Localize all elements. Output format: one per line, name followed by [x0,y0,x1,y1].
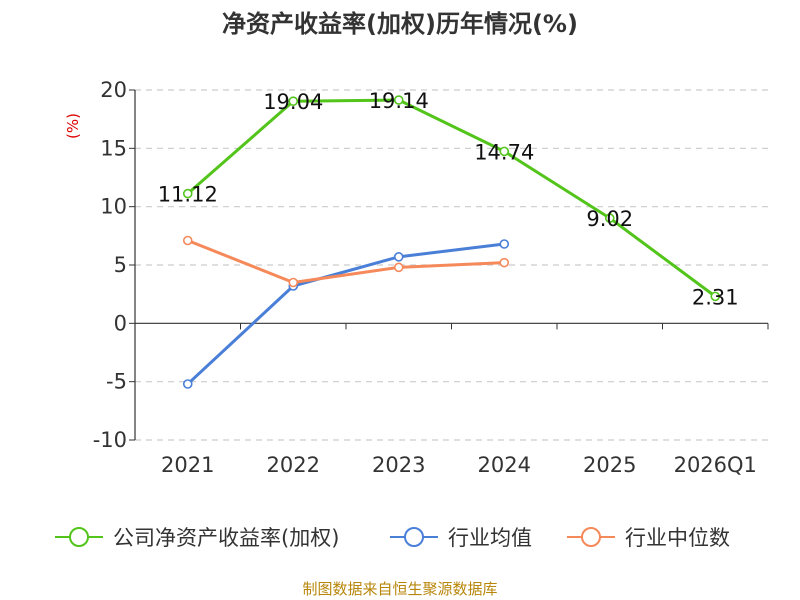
y-axis-label: (%) [64,113,82,139]
axes: 20 15 10 5 0 -5 -10 2021 2022 2023 2024 2025 2026Q1 [93,78,769,477]
x-tick-label: 2025 [583,453,636,477]
x-tick-label: 2026Q1 [674,453,757,477]
data-point [393,252,404,262]
legend: 公司净资产收益率(加权) 行业均值 行业中位数 [55,526,730,550]
data-point [710,291,721,302]
legend-marker [581,527,601,547]
series-line-0 [186,98,717,298]
legend-marker [69,527,89,547]
data-point [393,262,404,273]
data-label: 9.02 [586,207,633,231]
legend-label: 公司净资产收益率(加权) [113,526,339,550]
y-tick-label: -5 [106,370,127,394]
data-point [393,95,404,105]
data-point [499,257,510,268]
data-label: 2.31 [692,285,739,309]
series-line-2 [187,239,505,284]
legend-marker [404,527,424,547]
data-label: 14.74 [474,140,534,164]
data-label: 11.12 [158,183,218,207]
data-point [499,239,510,249]
y-tick-label: 0 [114,311,127,335]
y-tick-label: 15 [100,136,127,160]
chart-title: 净资产收益率(加权)历年情况(%) [222,10,578,38]
x-tick-label: 2022 [267,453,320,477]
x-tick-label: 2021 [161,453,214,477]
data-point [499,146,510,157]
legend-label: 行业中位数 [625,526,730,550]
data-labels: 11.12 19.04 19.14 14.74 9.02 2.31 [158,89,739,309]
data-label: 19.04 [263,90,323,114]
x-tick-label: 2024 [478,453,531,477]
legend-label: 行业均值 [448,526,532,550]
data-point [604,213,615,223]
data-label: 19.14 [369,89,429,113]
y-tick-label: -10 [93,428,127,452]
y-tick-label: 10 [100,195,127,219]
data-point [182,188,193,199]
data-point [182,379,193,389]
series-line-1 [186,242,505,386]
data-point [288,277,299,288]
y-tick-label: 20 [100,78,127,102]
data-point [288,96,299,106]
x-tick-label: 2023 [372,453,425,477]
source-footer: 制图数据来自恒生聚源数据库 [302,580,497,598]
data-point [182,235,193,246]
y-tick-label: 5 [114,253,127,277]
series-layer [182,95,721,389]
